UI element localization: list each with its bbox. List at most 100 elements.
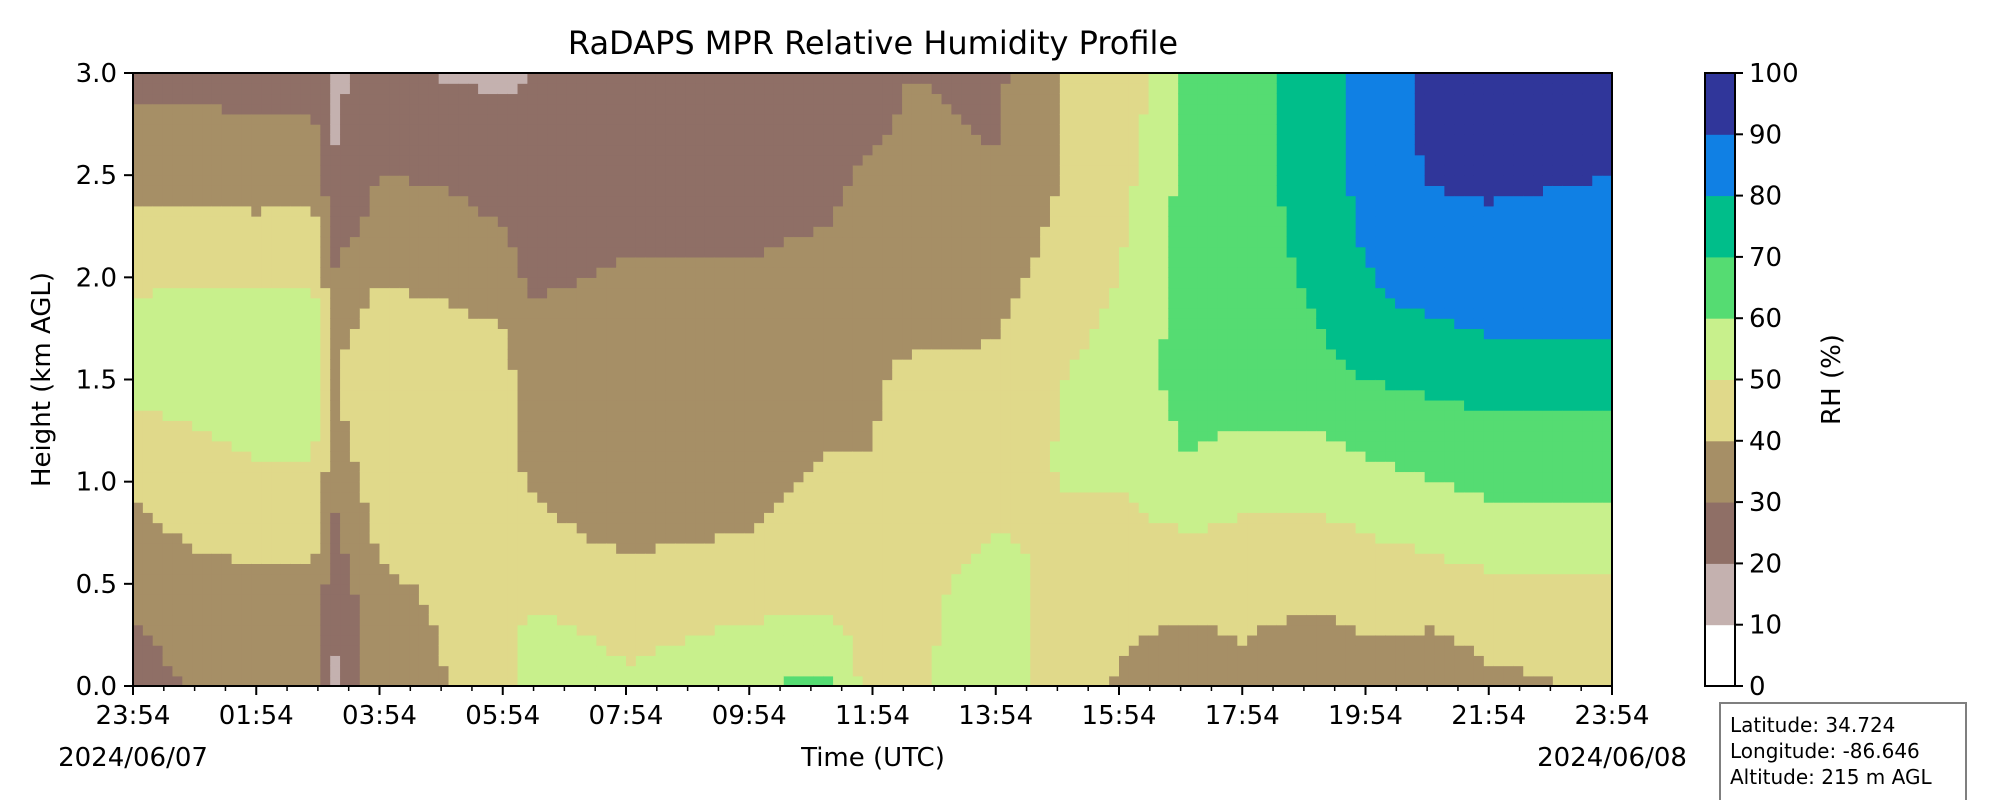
heatmap-cell: [418, 553, 430, 564]
heatmap-cell: [714, 226, 726, 238]
heatmap-cell: [399, 277, 410, 289]
heatmap-cell: [290, 481, 302, 493]
heatmap-cell: [162, 583, 174, 595]
heatmap-cell: [241, 461, 252, 473]
heatmap-cell: [813, 573, 824, 585]
heatmap-cell: [280, 430, 292, 442]
heatmap-cell: [872, 451, 883, 462]
heatmap-cell: [744, 277, 755, 289]
heatmap-cell: [635, 410, 647, 421]
heatmap-cell: [221, 410, 233, 421]
heatmap-cell: [833, 542, 844, 554]
heatmap-cell: [941, 318, 952, 330]
heatmap-cell: [626, 267, 637, 278]
heatmap-cell: [783, 369, 795, 381]
heatmap-cell: [300, 83, 312, 95]
heatmap-cell: [576, 195, 588, 207]
heatmap-cell: [675, 645, 686, 656]
heatmap-cell: [310, 410, 321, 421]
heatmap-cell: [547, 73, 558, 84]
heatmap-cell: [340, 389, 351, 401]
heatmap-cell: [497, 164, 509, 176]
heatmap-cell: [152, 389, 164, 401]
heatmap-cell: [428, 307, 440, 319]
heatmap-cell: [202, 563, 213, 575]
heatmap-cell: [379, 226, 390, 238]
heatmap-cell: [241, 563, 252, 575]
heatmap-cell: [172, 124, 183, 135]
heatmap-cell: [251, 73, 262, 84]
heatmap-cell: [182, 134, 193, 146]
heatmap-cell: [192, 195, 203, 207]
heatmap-cell: [783, 512, 795, 524]
heatmap-cell: [468, 185, 479, 197]
heatmap-cell: [921, 451, 933, 462]
heatmap-cell: [892, 307, 903, 319]
heatmap-cell: [271, 481, 282, 493]
heatmap-cell: [202, 614, 213, 626]
heatmap-cell: [241, 583, 252, 595]
heatmap-cell: [261, 103, 272, 115]
heatmap-cell: [221, 246, 233, 258]
heatmap-cell: [773, 461, 785, 473]
heatmap-cell: [566, 154, 578, 166]
heatmap-cell: [409, 624, 420, 636]
heatmap-cell: [340, 573, 351, 585]
heatmap-cell: [941, 73, 952, 84]
heatmap-cell: [182, 307, 193, 319]
heatmap-cell: [133, 328, 144, 340]
heatmap-cell: [280, 410, 292, 421]
heatmap-cell: [773, 624, 785, 636]
heatmap-cell: [172, 410, 183, 421]
heatmap-cell: [675, 369, 686, 381]
heatmap-cell: [931, 512, 943, 524]
heatmap-cell: [645, 542, 657, 554]
heatmap-cell: [773, 604, 785, 616]
heatmap-cell: [833, 553, 844, 564]
heatmap-cell: [202, 185, 213, 197]
heatmap-cell: [665, 226, 676, 238]
heatmap-cell: [616, 103, 627, 115]
heatmap-cell: [566, 634, 578, 646]
heatmap-cell: [616, 399, 627, 411]
heatmap-cell: [202, 124, 213, 135]
heatmap-cell: [478, 134, 489, 146]
heatmap-cell: [744, 297, 755, 309]
heatmap-cell: [547, 389, 558, 401]
heatmap-cell: [803, 532, 814, 544]
heatmap-cell: [379, 594, 390, 605]
heatmap-cell: [704, 440, 716, 452]
heatmap-cell: [685, 399, 696, 411]
heatmap-cell: [734, 348, 745, 360]
heatmap-cell: [478, 645, 489, 656]
heatmap-cell: [517, 297, 528, 309]
heatmap-cell: [764, 175, 775, 186]
heatmap-cell: [852, 420, 864, 432]
heatmap-cell: [162, 256, 174, 268]
heatmap-cell: [162, 287, 174, 299]
heatmap-cell: [221, 604, 233, 616]
heatmap-cell: [576, 645, 588, 656]
heatmap-cell: [271, 216, 282, 227]
heatmap-cell: [537, 297, 548, 309]
heatmap-cell: [428, 348, 440, 360]
heatmap-cell: [349, 645, 361, 656]
heatmap-cell: [911, 328, 923, 340]
heatmap-cell: [695, 553, 706, 564]
heatmap-cell: [783, 318, 795, 330]
heatmap-cell: [399, 481, 410, 493]
heatmap-cell: [389, 461, 400, 473]
heatmap-cell: [487, 461, 499, 473]
heatmap-cell: [586, 124, 598, 135]
heatmap-cell: [951, 604, 962, 616]
heatmap-cell: [379, 256, 390, 268]
heatmap-cell: [783, 287, 795, 299]
heatmap-cell: [458, 154, 469, 166]
heatmap-cell: [527, 675, 538, 686]
heatmap-cell: [902, 318, 913, 330]
heatmap-cell: [941, 256, 952, 268]
heatmap-cell: [211, 134, 223, 146]
heatmap-cell: [556, 461, 568, 473]
heatmap-cell: [172, 522, 183, 534]
heatmap-cell: [655, 287, 667, 299]
